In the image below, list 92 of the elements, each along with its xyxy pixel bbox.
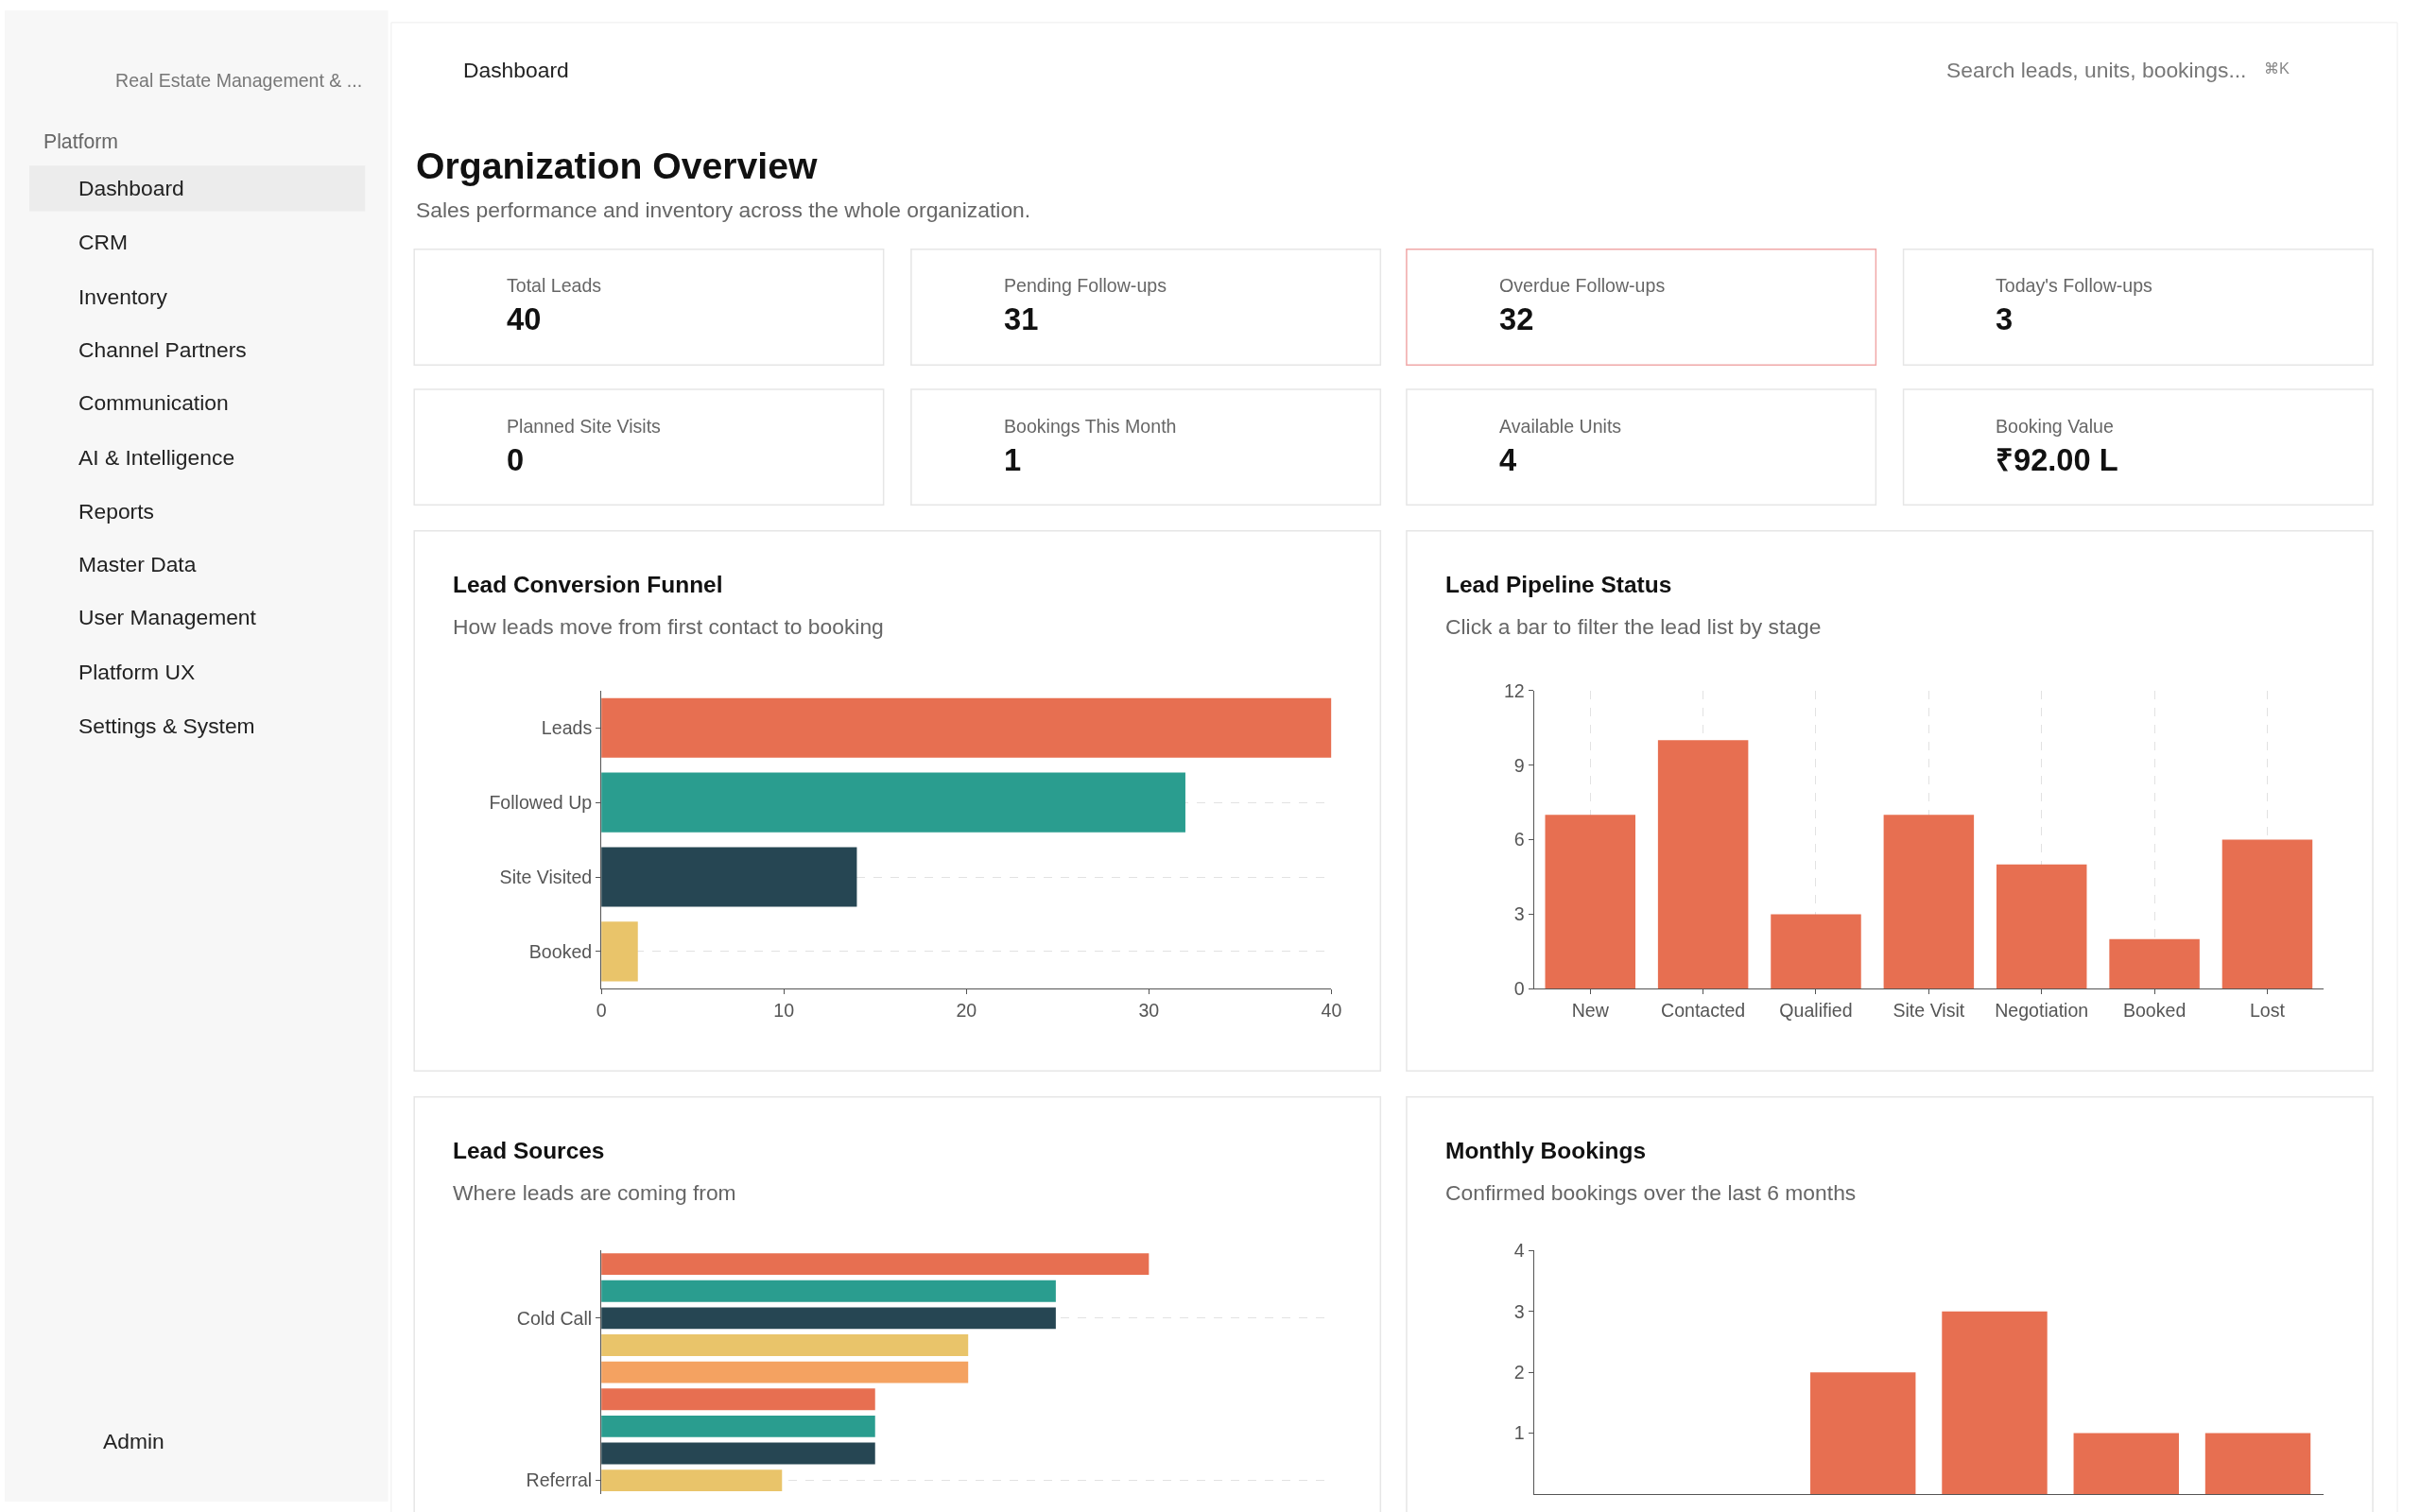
bar: [601, 1361, 969, 1383]
text: Communication: [78, 390, 229, 415]
text: Dashboard: [78, 176, 184, 200]
bar: [601, 847, 857, 907]
chart-title: Monthly Bookings: [1445, 1138, 1647, 1163]
text: Master Data: [78, 552, 197, 576]
text: 40: [507, 301, 542, 336]
y-tick-label: 12: [1503, 679, 1525, 701]
text: 31: [1004, 301, 1039, 336]
text: Inventory: [78, 284, 168, 309]
bar: [601, 1280, 1056, 1302]
text: Total Leads: [507, 275, 602, 296]
y-tick-label: Leads: [541, 717, 593, 739]
bar: [2204, 1433, 2311, 1494]
bar: [2109, 938, 2200, 989]
text: Pending Follow-ups: [1004, 275, 1167, 296]
y-tick-label: 0: [1513, 978, 1525, 1000]
text: Overdue Follow-ups: [1499, 275, 1666, 296]
text: 1: [1004, 442, 1022, 477]
text: CRM: [78, 230, 129, 254]
text: Booking Value: [1996, 416, 2114, 437]
text: Dashboard: [463, 58, 569, 82]
chart-subtitle: Where leads are coming from: [453, 1180, 736, 1205]
x-tick-label: New: [1571, 999, 1610, 1021]
text: Platform UX: [78, 660, 196, 684]
chart-subtitle: Click a bar to filter the lead list by stage: [1445, 614, 1822, 639]
x-tick-label: 20: [956, 999, 977, 1021]
y-tick-label: Referral: [526, 1469, 593, 1491]
bar: [601, 1334, 969, 1356]
bar: [1657, 740, 1749, 989]
text: Bookings This Month: [1004, 416, 1177, 437]
bar: [601, 1388, 875, 1411]
chart-title: Lead Sources: [453, 1138, 605, 1163]
text: Platform: [43, 130, 119, 152]
bar: [1942, 1311, 2048, 1494]
bar: [1996, 864, 2087, 989]
text: Channel Partners: [78, 337, 247, 362]
bar: [1810, 1372, 1916, 1494]
chart-title: Lead Conversion Funnel: [453, 572, 723, 597]
x-tick-label: Negotiation: [1995, 999, 2089, 1021]
text: User Management: [78, 605, 257, 629]
bar: [601, 697, 1332, 758]
y-tick-label: Booked: [528, 940, 593, 962]
x-tick-label: Booked: [2122, 999, 2187, 1021]
bar: [1883, 815, 1975, 989]
text: ⌘K: [2264, 60, 2290, 77]
chart-subtitle: Confirmed bookings over the last 6 months: [1445, 1180, 1857, 1205]
y-tick-label: Site Visited: [499, 866, 593, 887]
bar: [601, 1469, 783, 1492]
bar: [601, 1442, 875, 1465]
x-tick-label: Site Visit: [1893, 999, 1965, 1021]
text: Planned Site Visits: [507, 416, 662, 437]
y-tick-label: Cold Call: [516, 1307, 593, 1329]
y-tick-label: 9: [1513, 754, 1525, 776]
bar: [601, 1307, 1056, 1330]
text: AI & Intelligence: [78, 445, 235, 470]
x-tick-label: 10: [773, 999, 795, 1021]
y-tick-label: Followed Up: [489, 791, 593, 813]
bar: [1771, 914, 1861, 989]
text: ₹92.00 L: [1996, 442, 2118, 477]
bar: [2073, 1433, 2179, 1494]
text: Sales performance and inventory across the whole organization.: [416, 198, 1031, 222]
text: 3: [1996, 301, 2014, 336]
bar: [601, 921, 638, 982]
x-tick-label: Qualified: [1779, 999, 1853, 1021]
x-tick-label: 40: [1321, 999, 1342, 1021]
y-tick-label: 3: [1513, 1300, 1525, 1322]
y-tick-label: 6: [1513, 829, 1525, 850]
bar: [601, 1253, 1150, 1276]
bar: [2221, 839, 2313, 989]
text: Today's Follow-ups: [1996, 275, 2153, 296]
y-tick-label: 4: [1513, 1240, 1525, 1262]
bar: [1545, 815, 1636, 989]
bar: [601, 772, 1185, 833]
text: Organization Overview: [416, 146, 819, 186]
chart-title: Lead Pipeline Status: [1445, 572, 1672, 597]
text: 32: [1499, 301, 1534, 336]
text: Search leads, units, bookings...: [1946, 58, 2247, 82]
x-tick-label: Lost: [2249, 999, 2286, 1021]
x-tick-label: 30: [1138, 999, 1160, 1021]
y-tick-label: 1: [1513, 1422, 1525, 1444]
x-tick-label: 0: [596, 999, 607, 1021]
y-tick-label: 2: [1513, 1361, 1525, 1383]
x-tick-label: Contacted: [1661, 999, 1746, 1021]
text: Admin: [103, 1429, 164, 1453]
text: Reports: [78, 499, 154, 524]
bar: [601, 1415, 875, 1437]
y-tick-label: 3: [1513, 903, 1525, 925]
text: Real Estate Management & ...: [115, 70, 363, 91]
chart-subtitle: How leads move from first contact to booking: [453, 614, 884, 639]
text: Settings & System: [78, 713, 255, 738]
text: Available Units: [1499, 416, 1622, 437]
